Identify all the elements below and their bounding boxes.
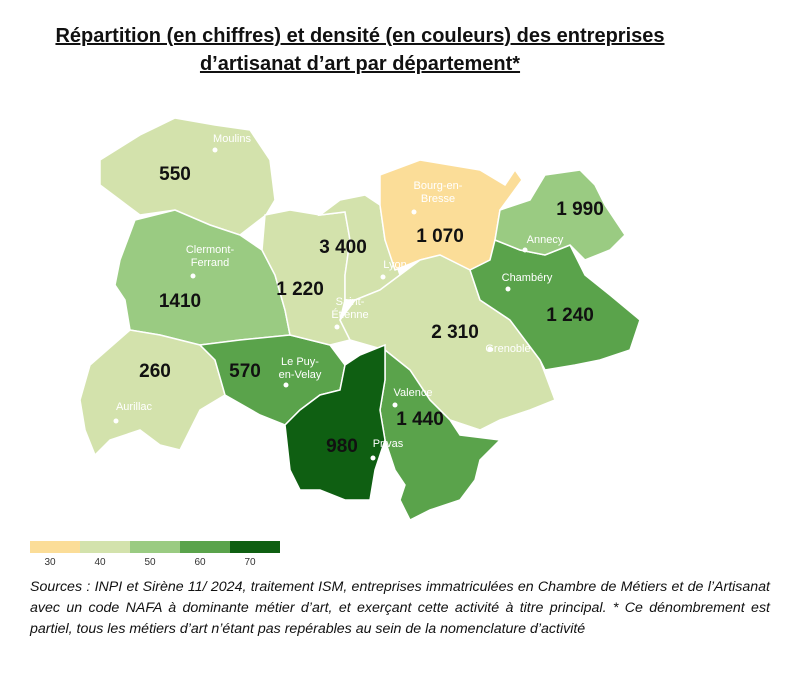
- city-label: Étienne: [331, 308, 368, 321]
- city-dot: [505, 286, 511, 292]
- legend-label: 40: [94, 557, 106, 568]
- source-note: Sources : INPI et Sirène 11/ 2024, trait…: [30, 579, 770, 637]
- city-dot: [487, 346, 493, 352]
- city-dot: [190, 273, 196, 279]
- department-figure: 1 440: [396, 409, 444, 430]
- city-label: Aurillac: [116, 401, 153, 413]
- legend-label: 50: [144, 557, 156, 568]
- department-figure: 260: [139, 361, 171, 382]
- legend-swatch: [130, 541, 180, 553]
- city-dot: [113, 418, 119, 424]
- department: [79, 329, 226, 457]
- title-line: Répartition (en chiffres) et densité (en…: [55, 25, 665, 47]
- legend-swatch: [80, 541, 130, 553]
- department-figure: 1 990: [556, 199, 604, 220]
- city-label: Annecy: [527, 234, 564, 246]
- city-label: Clermont-: [186, 244, 235, 256]
- city-label: Bresse: [421, 193, 455, 205]
- title-line: d’artisanat d’art par département*: [199, 53, 521, 75]
- department-figure: 1410: [159, 291, 201, 312]
- department-figure: 1 070: [416, 226, 464, 247]
- city-label: Grenoble: [485, 343, 530, 355]
- city-label: Moulins: [213, 133, 251, 145]
- city-label: Chambéry: [502, 272, 553, 284]
- city-dot: [522, 247, 528, 253]
- city-label: Saint-: [336, 296, 365, 308]
- city-label: Ferrand: [191, 257, 230, 269]
- city-dot: [212, 147, 218, 153]
- city-label: Valence: [394, 387, 433, 399]
- department-figure: 1 220: [276, 279, 324, 300]
- legend-label: 70: [244, 557, 256, 568]
- department: [284, 343, 386, 501]
- title: Répartition (en chiffres) et densité (en…: [0, 22, 720, 78]
- legend-swatch: [30, 541, 80, 553]
- city-label: Lyon: [383, 259, 406, 271]
- city-dot: [283, 382, 289, 388]
- legend-swatch: [180, 541, 230, 553]
- department-figure: 2 310: [431, 322, 479, 343]
- city-label: Le Puy-: [281, 356, 319, 368]
- city-dot: [334, 324, 340, 330]
- department-figure: 3 400: [319, 237, 367, 258]
- city-dot: [380, 274, 386, 280]
- department-figure: 570: [229, 361, 261, 382]
- city-label: en-Velay: [279, 369, 322, 381]
- city-dot: [370, 455, 376, 461]
- department-figure: 980: [326, 436, 358, 457]
- legend-label: 30: [44, 557, 56, 568]
- city-label: Privas: [373, 438, 404, 450]
- city-label: Bourg-en-: [414, 180, 463, 192]
- city-dot: [392, 402, 398, 408]
- legend-label: 60: [194, 557, 206, 568]
- department-figure: 550: [159, 164, 191, 185]
- department-figure: 1 240: [546, 305, 594, 326]
- city-dot: [411, 209, 417, 215]
- legend-swatch: [230, 541, 280, 553]
